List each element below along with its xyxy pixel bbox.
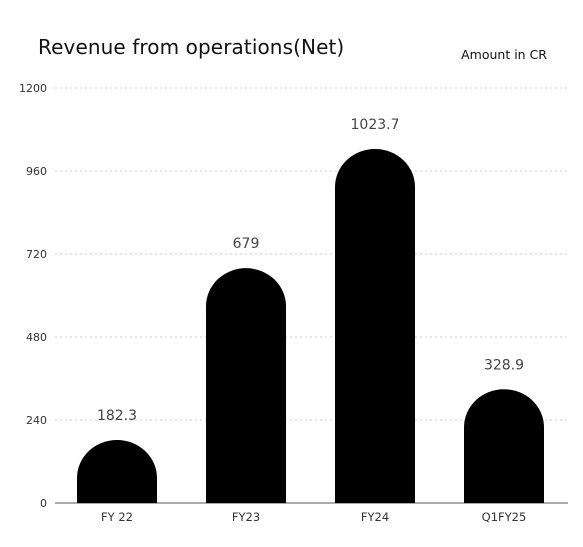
bar [77,439,157,503]
x-tick-label: FY 22 [101,510,133,524]
data-label: 679 [233,236,260,252]
y-tick-label: 0 [40,497,47,510]
chart-title: Revenue from operations(Net) [38,35,345,59]
x-tick-label: FY24 [361,510,389,524]
bar [464,389,544,503]
bar [335,148,415,503]
bar [206,268,286,503]
data-label: 182.3 [97,408,137,424]
y-tick-label: 240 [26,414,47,427]
unit-note: Amount in CR [461,47,547,62]
y-tick-label: 960 [26,165,47,178]
y-tick-label: 480 [26,331,47,344]
y-tick-label: 720 [26,248,47,261]
data-label: 328.9 [484,357,524,373]
y-tick-label: 1200 [19,82,47,95]
x-tick-label: Q1FY25 [482,510,527,524]
data-label: 1023.7 [351,117,400,133]
x-tick-label: FY23 [232,510,260,524]
